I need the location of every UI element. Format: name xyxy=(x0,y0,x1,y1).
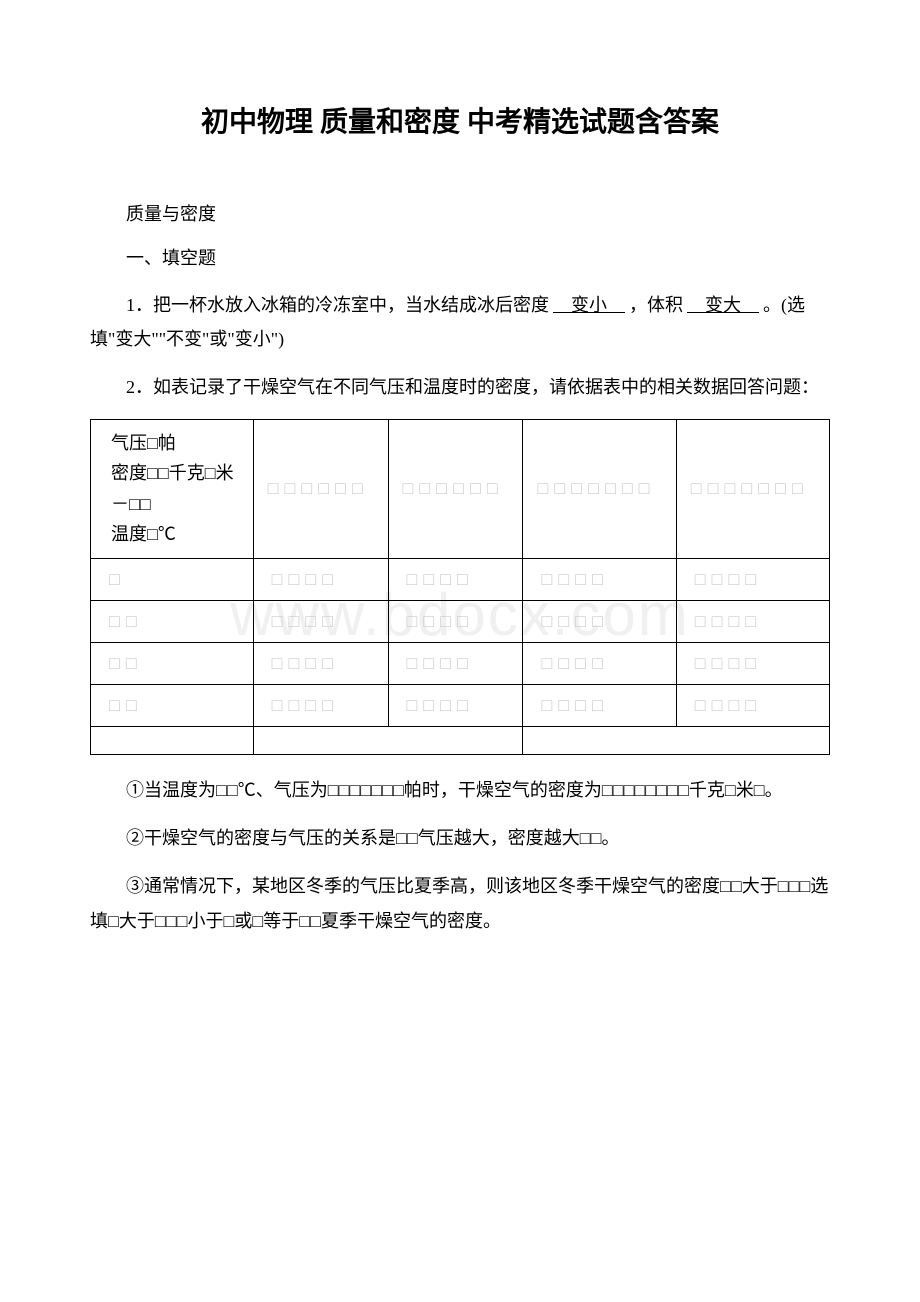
table-cell: □□□□ xyxy=(253,684,388,726)
col-header-3: □□□□□□□ xyxy=(523,419,676,558)
col-header-1: □□□□□□ xyxy=(253,419,388,558)
row-label: □□ xyxy=(91,642,254,684)
row-label: □□ xyxy=(91,600,254,642)
section-heading: 质量与密度 xyxy=(90,200,830,226)
table-cell: □□□□ xyxy=(388,684,523,726)
table-cell: □□□□ xyxy=(676,558,829,600)
question-1: 1．把一杯水放入冰箱的冷冻室中，当水结成冰后密度 变小 ，体积 变大 。(选填"… xyxy=(90,288,830,356)
q1-prefix: 1．把一杯水放入冰箱的冷冻室中，当水结成冰后密度 xyxy=(126,295,549,315)
q1-answer2: 变大 xyxy=(683,295,763,315)
row-label: □□ xyxy=(91,684,254,726)
table-cell: □□□□ xyxy=(253,642,388,684)
table-cell: □□□□ xyxy=(388,600,523,642)
col-header-2: □□□□□□ xyxy=(388,419,523,558)
table-cell: □□□□ xyxy=(253,600,388,642)
table-cell: □□□□ xyxy=(388,642,523,684)
table-empty-row xyxy=(91,726,830,754)
table-cell: □□□□ xyxy=(253,558,388,600)
table-row: □□ □□□□ □□□□ □□□□ □□□□ xyxy=(91,642,830,684)
table-header-row: 气压□帕 密度□□千克□米－□□ 温度□℃ □□□□□□ □□□□□□ □□□□… xyxy=(91,419,830,558)
header-line2: 密度□□千克□米－□□ xyxy=(111,458,245,519)
table-cell: □□□□ xyxy=(523,684,676,726)
q1-mid: ，体积 xyxy=(629,295,683,315)
q1-answer1: 变小 xyxy=(549,295,629,315)
header-left-cell: 气压□帕 密度□□千克□米－□□ 温度□℃ xyxy=(91,419,254,558)
col-header-4: □□□□□□□ xyxy=(676,419,829,558)
table-cell: □□□□ xyxy=(676,642,829,684)
sub-heading: 一、填空题 xyxy=(90,244,830,270)
question-2-sub1: ①当温度为□□℃、气压为□□□□□□□帕时，干燥空气的密度为□□□□□□□□千克… xyxy=(90,773,830,807)
table-cell: □□□□ xyxy=(523,600,676,642)
table-cell: □□□□ xyxy=(388,558,523,600)
page-title: 初中物理 质量和密度 中考精选试题含答案 xyxy=(90,100,830,140)
empty-cell xyxy=(253,726,523,754)
empty-cell xyxy=(91,726,254,754)
table-cell: □□□□ xyxy=(676,684,829,726)
question-2-intro: 2．如表记录了干燥空气在不同气压和温度时的密度，请依据表中的相关数据回答问题： xyxy=(90,370,830,404)
header-line1: 气压□帕 xyxy=(111,428,245,459)
question-2-sub2: ②干燥空气的密度与气压的关系是□□气压越大，密度越大□□。 xyxy=(90,821,830,855)
table-row: □□ □□□□ □□□□ □□□□ □□□□ xyxy=(91,600,830,642)
row-label: □ xyxy=(91,558,254,600)
table-row: □□ □□□□ □□□□ □□□□ □□□□ xyxy=(91,684,830,726)
question-2-sub3: ③通常情况下，某地区冬季的气压比夏季高，则该地区冬季干燥空气的密度□□大于□□□… xyxy=(90,869,830,937)
table-cell: □□□□ xyxy=(676,600,829,642)
table-cell: □□□□ xyxy=(523,642,676,684)
header-line3: 温度□℃ xyxy=(111,519,245,550)
table-cell: □□□□ xyxy=(523,558,676,600)
empty-cell xyxy=(523,726,830,754)
table-row: □ □□□□ □□□□ □□□□ □□□□ xyxy=(91,558,830,600)
document-content: 初中物理 质量和密度 中考精选试题含答案 质量与密度 一、填空题 1．把一杯水放… xyxy=(90,100,830,938)
density-table: 气压□帕 密度□□千克□米－□□ 温度□℃ □□□□□□ □□□□□□ □□□□… xyxy=(90,419,830,755)
